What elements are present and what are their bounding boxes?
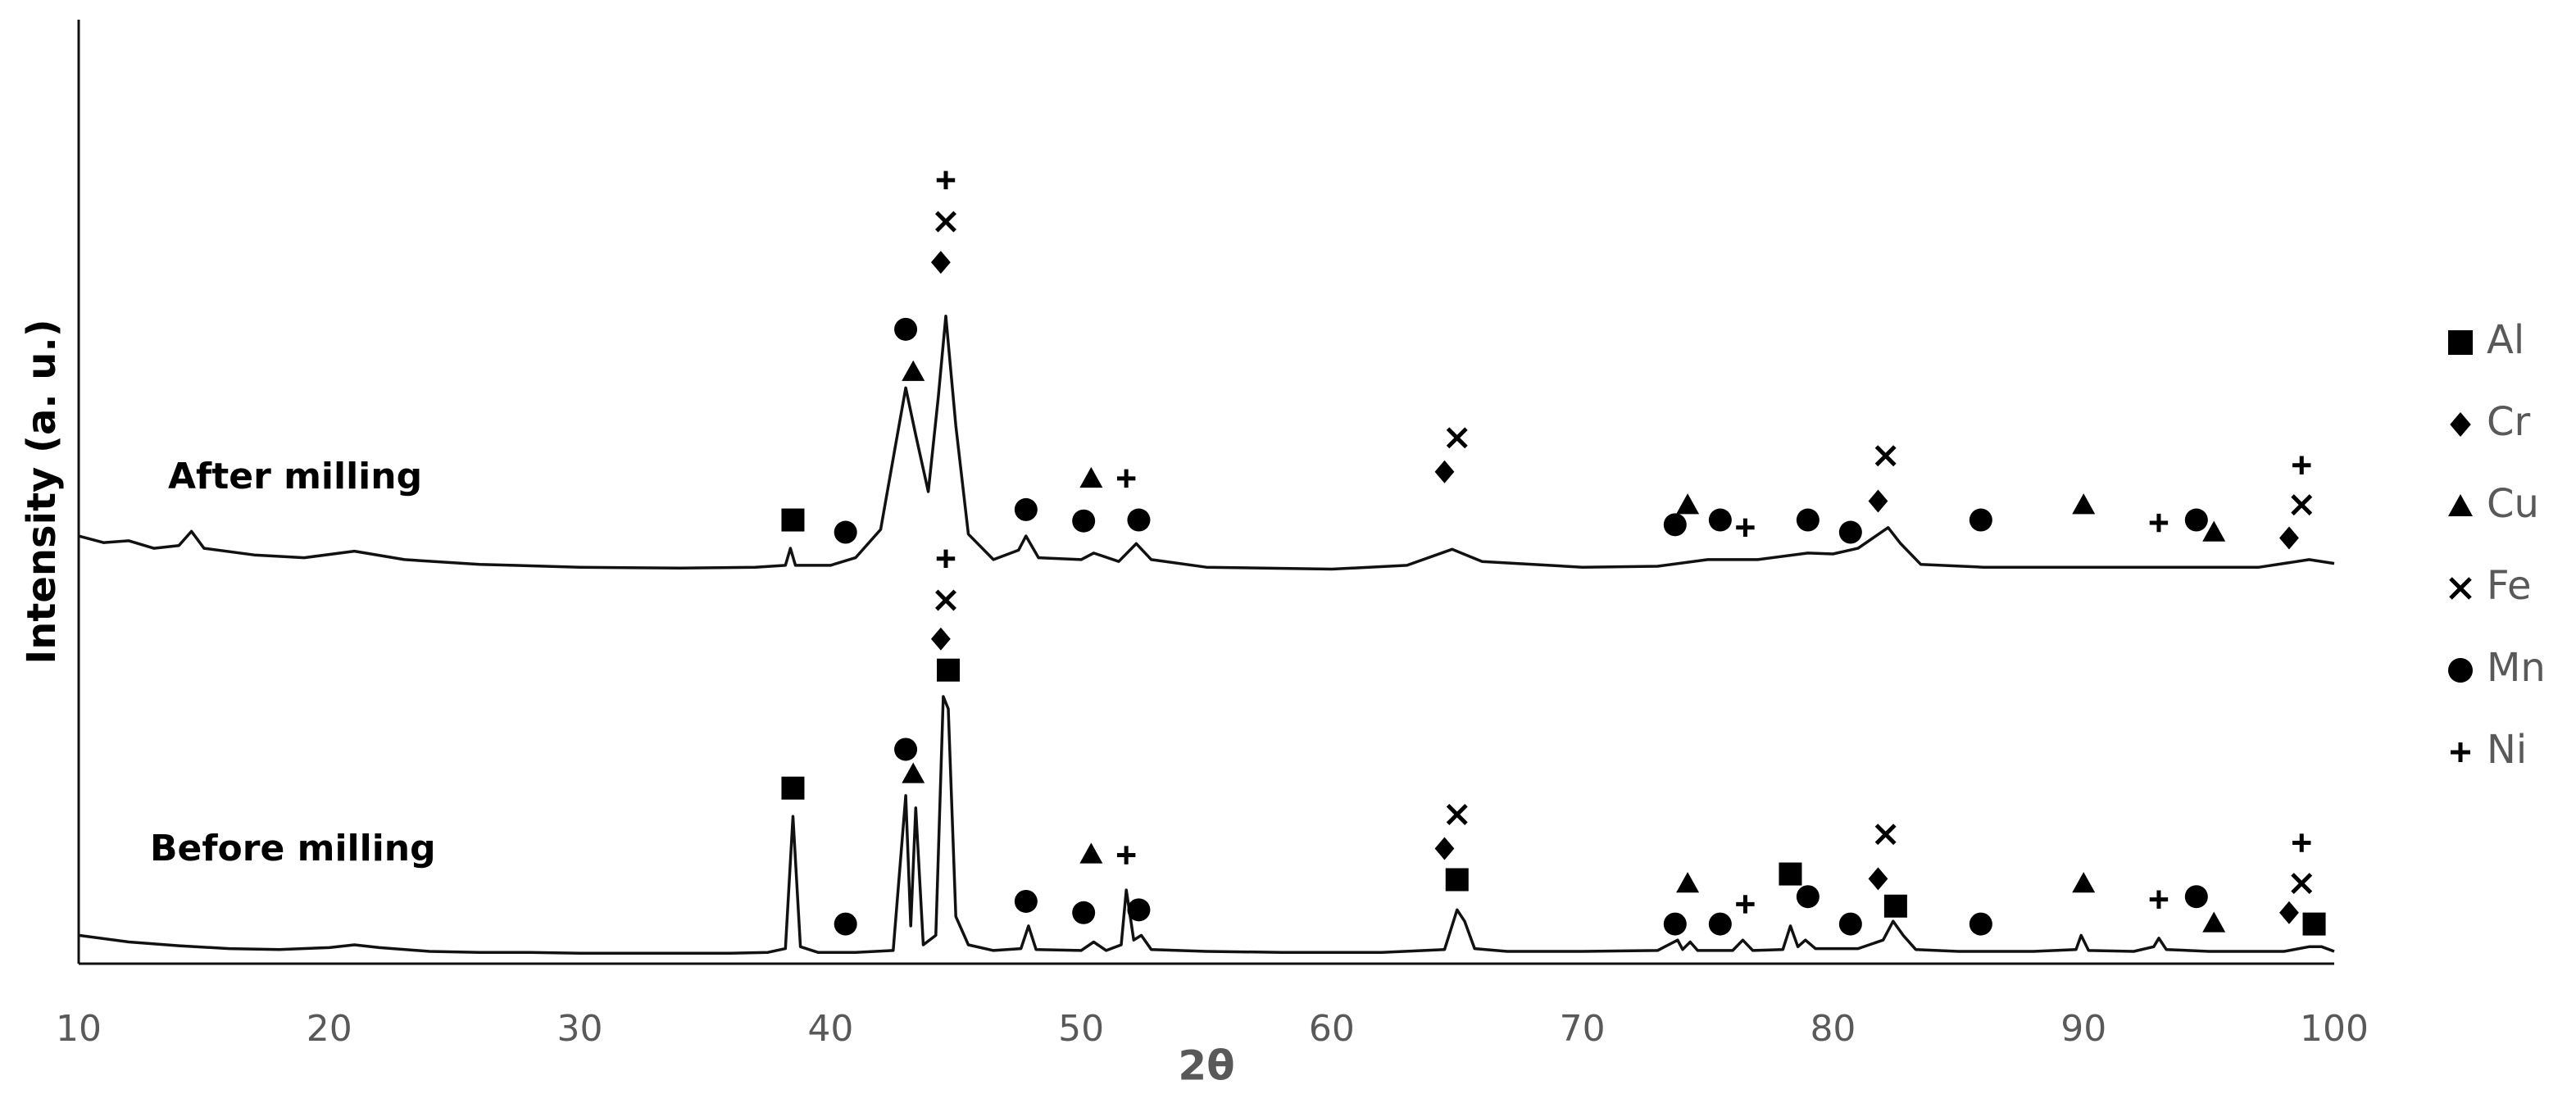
- marker-circle: [1838, 912, 1862, 936]
- marker-triangle: [1676, 493, 1700, 515]
- xrd-line: [78, 695, 2335, 955]
- marker-circle: [2448, 658, 2473, 683]
- marker-diamond: [1868, 489, 1888, 513]
- marker-square: [2448, 330, 2473, 355]
- marker-cross: [935, 589, 956, 611]
- marker-circle: [1127, 898, 1151, 922]
- marker-plus: [1736, 895, 1755, 914]
- marker-triangle: [1676, 872, 1700, 893]
- marker-triangle: [2072, 872, 2096, 893]
- marker-circle: [1796, 508, 1820, 532]
- marker-circle: [834, 912, 857, 936]
- marker-plus: [936, 170, 956, 190]
- marker-triangle: [902, 762, 925, 783]
- marker-plus: [2292, 456, 2311, 474]
- marker-plus: [936, 549, 956, 568]
- x-tick-label: 50: [1058, 1008, 1104, 1050]
- marker-circle: [1127, 508, 1151, 532]
- legend-label: Ni: [2487, 727, 2527, 773]
- legend-label: Mn: [2487, 645, 2546, 691]
- marker-circle: [1969, 508, 1992, 532]
- x-tick-label: 20: [307, 1008, 352, 1050]
- marker-plus: [2149, 513, 2169, 533]
- marker-plus: [2451, 742, 2470, 762]
- marker-plus: [2149, 890, 2169, 909]
- legend-label: Cr: [2487, 399, 2531, 445]
- marker-diamond: [930, 251, 951, 275]
- x-tick-label: 100: [2300, 1008, 2369, 1050]
- marker-circle: [1708, 508, 1732, 532]
- series-label: Before milling: [150, 828, 436, 869]
- x-tick-label: 70: [1560, 1008, 1606, 1050]
- x-tick-label: 40: [807, 1008, 853, 1050]
- marker-plus: [1116, 469, 1136, 488]
- marker-triangle: [1079, 466, 1103, 488]
- marker-diamond: [2450, 412, 2471, 437]
- marker-circle: [1838, 520, 1862, 544]
- legend-label: Cu: [2487, 481, 2539, 527]
- marker-circle: [1663, 513, 1687, 537]
- x-tick-label: 60: [1309, 1008, 1355, 1050]
- marker-square: [781, 776, 805, 800]
- marker-diamond: [2279, 526, 2299, 550]
- x-tick-label: 30: [557, 1008, 603, 1050]
- marker-diamond: [1434, 837, 1455, 860]
- legend-label: Al: [2487, 317, 2524, 363]
- marker-circle: [2184, 508, 2208, 532]
- marker-cross: [2291, 494, 2313, 516]
- marker-circle: [2184, 885, 2208, 909]
- marker-cross: [935, 211, 956, 233]
- marker-circle: [1796, 885, 1820, 909]
- marker-circle: [894, 317, 918, 341]
- marker-triangle: [2202, 520, 2226, 542]
- marker-diamond: [1868, 867, 1888, 891]
- x-tick-label: 80: [1810, 1008, 1856, 1050]
- x-axis-label: 2θ: [1178, 1042, 1234, 1090]
- marker-plus: [1736, 518, 1755, 537]
- marker-cross: [2449, 577, 2472, 600]
- marker-circle: [894, 738, 918, 761]
- x-tick-label: 90: [2060, 1008, 2106, 1050]
- marker-cross: [1874, 824, 1897, 846]
- marker-circle: [1663, 912, 1687, 936]
- marker-triangle: [1079, 842, 1103, 864]
- marker-circle: [1072, 509, 1096, 533]
- series-label: After milling: [168, 456, 422, 497]
- marker-square: [781, 508, 805, 532]
- marker-circle: [1969, 912, 1992, 936]
- marker-square: [1883, 894, 1907, 918]
- marker-square: [1445, 868, 1469, 892]
- marker-circle: [1014, 889, 1038, 913]
- marker-cross: [1446, 427, 1468, 449]
- marker-plus: [1116, 846, 1136, 865]
- marker-triangle: [2072, 493, 2096, 515]
- marker-cross: [1874, 445, 1897, 467]
- legend-label: Fe: [2487, 563, 2532, 609]
- marker-triangle: [2202, 911, 2226, 933]
- xrd-line: [78, 314, 2335, 571]
- y-axis-label: Intensity (a. u.): [19, 319, 65, 664]
- marker-cross: [1446, 804, 1468, 825]
- marker-circle: [834, 520, 857, 544]
- marker-cross: [2291, 873, 2313, 895]
- marker-triangle: [902, 360, 925, 381]
- marker-triangle: [2448, 494, 2473, 516]
- marker-diamond: [2279, 901, 2299, 924]
- marker-diamond: [930, 627, 951, 651]
- marker-circle: [1708, 912, 1732, 936]
- x-tick-label: 10: [56, 1008, 102, 1050]
- marker-plus: [2292, 833, 2311, 852]
- marker-circle: [1072, 901, 1096, 924]
- marker-square: [937, 658, 961, 682]
- marker-circle: [1014, 497, 1038, 521]
- marker-square: [1779, 862, 1802, 886]
- marker-diamond: [1434, 460, 1455, 483]
- marker-square: [2302, 912, 2326, 936]
